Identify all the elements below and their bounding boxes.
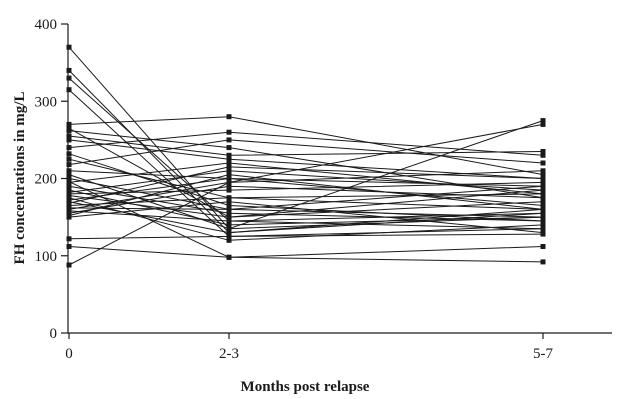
data-point bbox=[540, 176, 546, 181]
x-tick-label: 2-3 bbox=[219, 346, 239, 362]
data-point bbox=[540, 231, 546, 237]
data-point bbox=[66, 176, 72, 181]
data-point bbox=[226, 199, 232, 205]
data-point bbox=[66, 128, 72, 134]
data-point bbox=[66, 156, 72, 162]
series-line-35 bbox=[68, 246, 544, 258]
data-point bbox=[226, 218, 232, 224]
series-line-10 bbox=[68, 131, 544, 156]
data-point bbox=[540, 195, 546, 201]
data-point bbox=[226, 114, 232, 120]
data-point bbox=[226, 179, 232, 185]
data-point bbox=[540, 187, 546, 193]
y-tick-label: 100 bbox=[35, 249, 58, 265]
data-point bbox=[66, 262, 72, 268]
data-point bbox=[226, 210, 232, 216]
data-point bbox=[226, 237, 232, 243]
data-point bbox=[540, 160, 546, 166]
data-point bbox=[66, 244, 72, 249]
data-point bbox=[226, 206, 232, 212]
data-point bbox=[226, 203, 232, 208]
data-point bbox=[540, 199, 546, 205]
data-point bbox=[226, 164, 232, 170]
data-point bbox=[66, 179, 72, 185]
data-point bbox=[226, 129, 232, 135]
data-point bbox=[66, 44, 72, 50]
data-point bbox=[226, 214, 232, 220]
data-point bbox=[226, 195, 232, 201]
series-layer bbox=[66, 44, 546, 268]
data-point bbox=[66, 236, 72, 242]
data-point bbox=[66, 151, 72, 157]
data-point bbox=[226, 176, 232, 181]
x-tick-label: 0 bbox=[65, 346, 73, 362]
y-tick-label: 400 bbox=[35, 17, 58, 33]
data-point bbox=[540, 214, 546, 220]
data-point bbox=[540, 149, 546, 154]
series-line-37 bbox=[68, 181, 544, 263]
data-point bbox=[226, 156, 232, 162]
y-tick-label: 0 bbox=[50, 326, 58, 342]
data-point bbox=[540, 121, 546, 127]
data-point bbox=[540, 118, 546, 124]
data-point bbox=[66, 168, 72, 174]
y-tick-label: 200 bbox=[35, 172, 58, 188]
data-point bbox=[226, 168, 232, 174]
data-point bbox=[226, 233, 232, 239]
series-line-21 bbox=[68, 181, 544, 195]
data-point bbox=[226, 137, 232, 143]
data-point bbox=[226, 152, 232, 158]
data-point bbox=[540, 226, 546, 232]
data-point bbox=[226, 183, 232, 189]
data-point bbox=[540, 152, 546, 158]
data-point bbox=[540, 244, 546, 249]
x-tick-label: 5-7 bbox=[533, 346, 553, 362]
data-point bbox=[540, 218, 546, 224]
data-point bbox=[66, 183, 72, 189]
data-point bbox=[226, 145, 232, 151]
data-point bbox=[66, 162, 72, 168]
data-point bbox=[66, 87, 72, 93]
data-point bbox=[66, 145, 72, 151]
data-point bbox=[540, 210, 546, 216]
y-tick-label: 300 bbox=[35, 94, 58, 110]
data-point bbox=[226, 187, 232, 193]
data-point bbox=[540, 172, 546, 178]
data-point bbox=[226, 222, 232, 228]
data-point bbox=[540, 183, 546, 189]
data-point bbox=[66, 67, 72, 73]
data-point bbox=[540, 259, 546, 265]
data-point bbox=[540, 222, 546, 228]
data-point bbox=[66, 133, 72, 139]
data-point bbox=[66, 137, 72, 143]
data-point bbox=[540, 191, 546, 197]
data-point bbox=[226, 226, 232, 232]
data-point bbox=[226, 254, 232, 260]
data-point bbox=[540, 203, 546, 208]
data-point bbox=[540, 179, 546, 185]
data-point bbox=[540, 206, 546, 212]
data-point bbox=[540, 168, 546, 174]
data-point bbox=[226, 230, 232, 236]
data-point bbox=[66, 121, 72, 127]
data-point bbox=[226, 160, 232, 166]
x-axis-title: Months post relapse bbox=[241, 379, 370, 395]
data-point bbox=[66, 172, 72, 178]
data-point bbox=[66, 214, 72, 220]
y-axis-title: FH concentrations in mg/L bbox=[12, 92, 28, 265]
data-point bbox=[66, 75, 72, 81]
data-point bbox=[226, 172, 232, 178]
tick-layer: 0 100 200 300 400 0 2-3 5-7 bbox=[35, 17, 554, 362]
